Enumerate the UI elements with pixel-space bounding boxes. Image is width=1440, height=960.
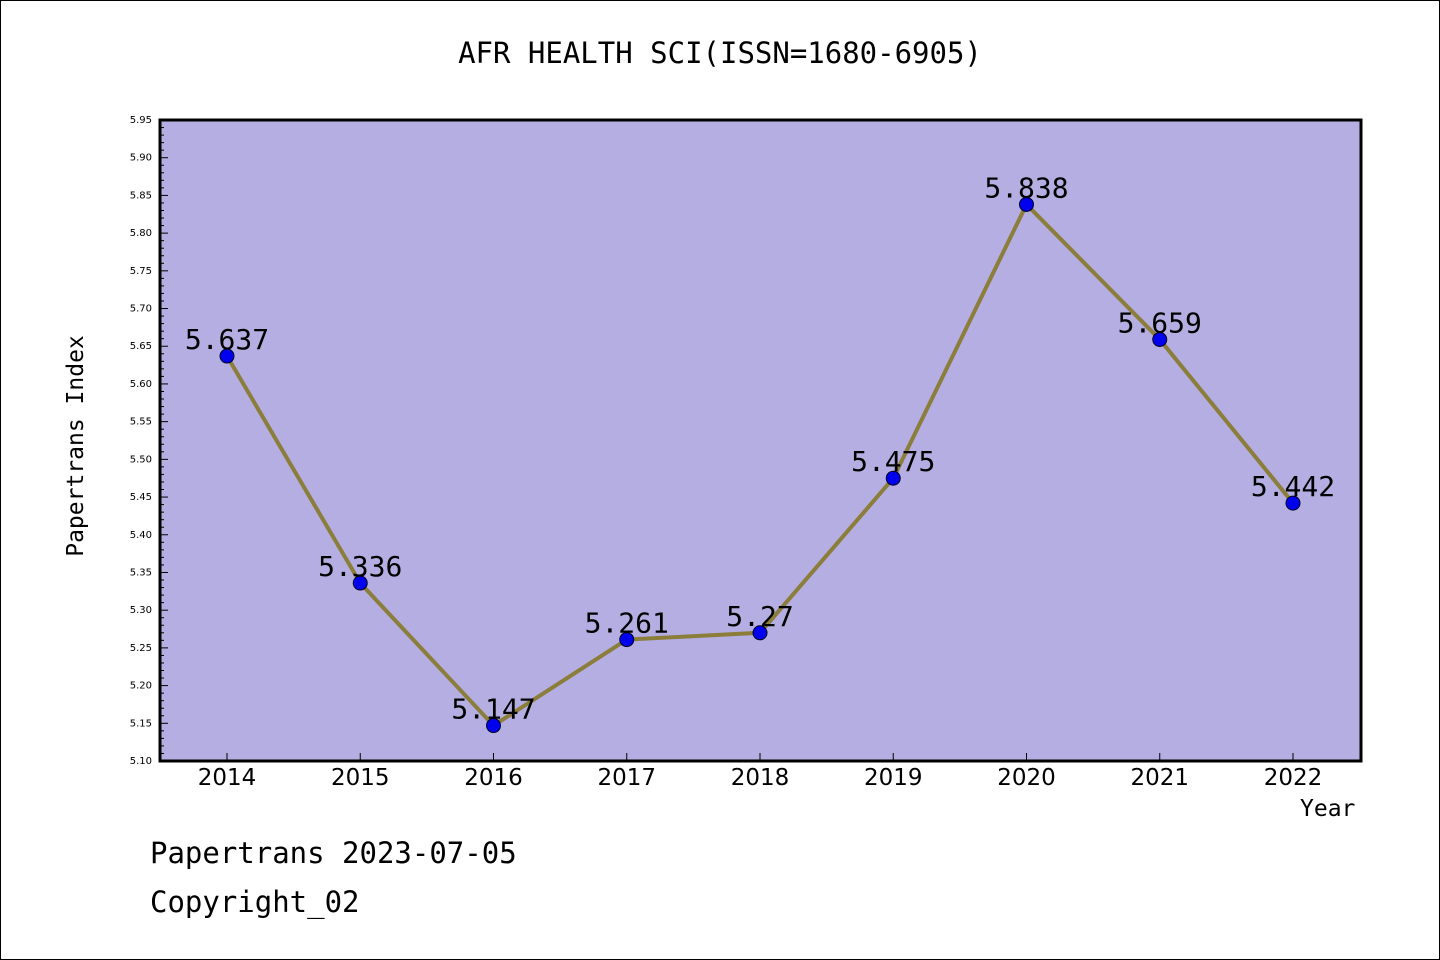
x-tick-label: 2019 xyxy=(864,765,923,791)
y-tick-label: 5.80 xyxy=(130,228,152,239)
y-tick-label: 5.40 xyxy=(130,530,152,541)
x-tick-label: 2017 xyxy=(597,765,656,791)
x-tick-label: 2014 xyxy=(198,765,257,791)
y-tick-label: 5.75 xyxy=(130,266,152,277)
data-label: 5.838 xyxy=(984,171,1068,204)
y-tick-label: 5.45 xyxy=(130,492,152,503)
data-point xyxy=(219,348,235,364)
data-label: 5.147 xyxy=(451,693,535,726)
data-label: 5.27 xyxy=(726,600,793,633)
y-tick-label: 5.55 xyxy=(130,417,152,428)
x-tick-label: 2022 xyxy=(1264,765,1323,791)
data-label: 5.336 xyxy=(318,550,402,583)
y-tick-label: 5.90 xyxy=(130,153,152,164)
x-tick-label: 2015 xyxy=(331,765,390,791)
data-label: 5.637 xyxy=(185,323,269,356)
y-tick-label: 5.50 xyxy=(130,454,152,465)
y-tick-label: 5.25 xyxy=(130,643,152,654)
data-point xyxy=(1019,196,1034,212)
data-point xyxy=(619,632,635,648)
y-tick-label: 5.70 xyxy=(130,304,152,315)
y-tick-label: 5.60 xyxy=(130,379,152,390)
footer-copyright: Copyright_02 xyxy=(150,885,360,919)
y-tick-label: 5.95 xyxy=(130,115,152,126)
x-axis-label: Year xyxy=(1300,796,1356,822)
x-tick-label: 2021 xyxy=(1130,765,1189,791)
y-tick-label: 5.20 xyxy=(130,681,152,692)
y-tick-label: 5.65 xyxy=(130,341,152,352)
data-label: 5.475 xyxy=(851,445,935,478)
plot-border xyxy=(158,118,1363,763)
data-label: 5.442 xyxy=(1251,470,1335,503)
y-tick-label: 5.85 xyxy=(130,190,152,201)
data-point xyxy=(1152,331,1168,347)
y-tick-label: 5.10 xyxy=(130,756,152,767)
x-tick-label: 2020 xyxy=(997,765,1056,791)
plot-area xyxy=(160,120,1361,761)
data-label: 5.261 xyxy=(585,607,669,640)
x-tick-label: 2016 xyxy=(464,765,523,791)
data-point xyxy=(486,718,501,734)
y-tick-label: 5.30 xyxy=(130,605,152,616)
y-tick-label: 5.35 xyxy=(130,567,152,578)
data-point xyxy=(352,575,368,591)
data-label: 5.659 xyxy=(1118,306,1202,339)
data-point xyxy=(1285,495,1301,511)
data-point xyxy=(752,625,768,641)
data-point xyxy=(885,470,901,486)
chart-title: AFR HEALTH SCI(ISSN=1680-6905) xyxy=(458,36,982,70)
x-tick-label: 2018 xyxy=(731,765,790,791)
footer-date: Papertrans 2023-07-05 xyxy=(150,836,517,870)
y-tick-label: 5.15 xyxy=(130,718,152,729)
